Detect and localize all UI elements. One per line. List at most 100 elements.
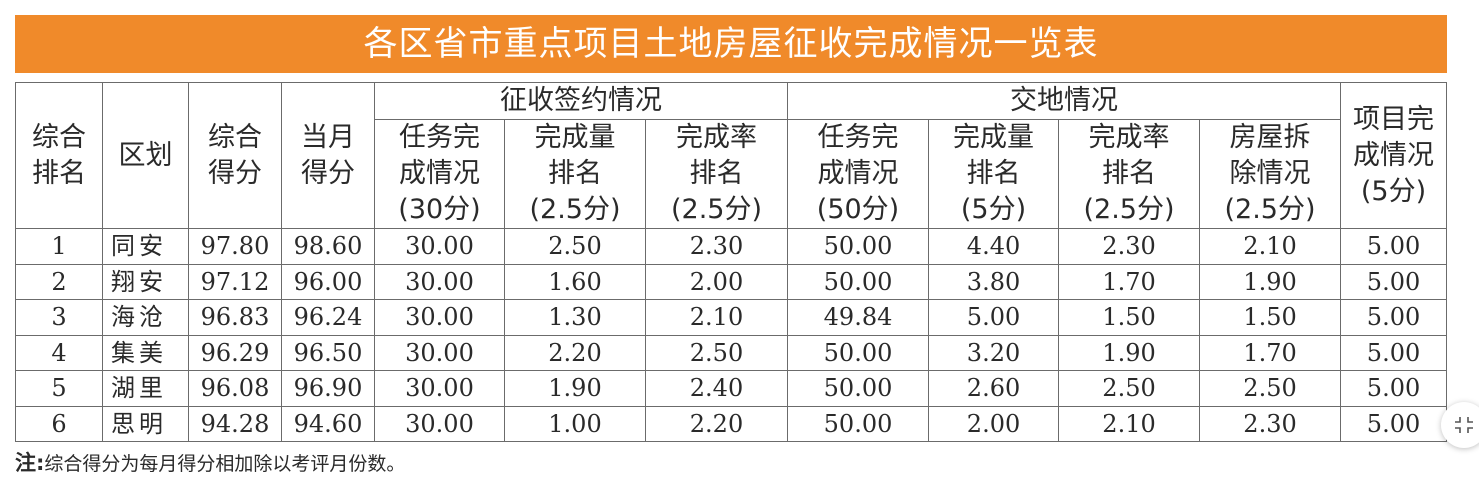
cell-project-done: 5.00 bbox=[1340, 263, 1448, 300]
cell-sign-task: 30.00 bbox=[374, 334, 505, 371]
cell-demolition: 2.50 bbox=[1199, 370, 1342, 407]
cell-total-score: 97.12 bbox=[188, 263, 282, 300]
footnote-text: 综合得分为每月得分相加除以考评月份数。 bbox=[44, 453, 406, 475]
header-land-rate-rank: 完成率 排名 (2.5分) bbox=[1058, 119, 1201, 229]
cell-month-score: 94.60 bbox=[281, 405, 375, 442]
cell-land-task: 50.00 bbox=[787, 263, 930, 300]
cell-sign-qty-rank: 2.50 bbox=[504, 228, 646, 265]
cell-land-qty-rank: 5.00 bbox=[928, 299, 1060, 336]
header-land-qty-rank: 完成量 排名 (5分) bbox=[928, 119, 1060, 229]
cell-sign-rate-rank: 2.00 bbox=[644, 263, 789, 300]
cell-land-task: 50.00 bbox=[787, 405, 930, 442]
cell-rank: 3 bbox=[15, 299, 103, 336]
cell-district: 翔安 bbox=[102, 263, 189, 300]
table-row: 1 同安 97.80 98.60 30.00 2.50 2.30 50.00 4.40 2.30 2… bbox=[15, 228, 1448, 265]
table-row: 6 思明 94.28 94.60 30.00 1.00 2.20 50.00 2.00 2.10 2… bbox=[15, 405, 1448, 442]
cell-month-score: 96.24 bbox=[281, 299, 375, 336]
header-group-land: 交地情况 bbox=[787, 82, 1342, 120]
cell-land-qty-rank: 2.00 bbox=[928, 405, 1060, 442]
cell-total-score: 96.08 bbox=[188, 370, 282, 407]
header-district: 区划 bbox=[102, 82, 189, 229]
cell-demolition: 1.50 bbox=[1199, 299, 1342, 336]
cell-rank: 1 bbox=[15, 228, 103, 265]
cell-land-task: 50.00 bbox=[787, 228, 930, 265]
header-month-score: 当月 得分 bbox=[281, 82, 375, 229]
cell-land-qty-rank: 3.80 bbox=[928, 263, 1060, 300]
cell-sign-task: 30.00 bbox=[374, 263, 505, 300]
cell-demolition: 2.30 bbox=[1199, 405, 1342, 442]
cell-sign-rate-rank: 2.10 bbox=[644, 299, 789, 336]
cell-land-rate-rank: 2.10 bbox=[1058, 405, 1201, 442]
cell-total-score: 96.83 bbox=[188, 299, 282, 336]
cell-project-done: 5.00 bbox=[1340, 299, 1448, 336]
footnote-prefix: 注: bbox=[15, 451, 45, 475]
table-title: 各区省市重点项目土地房屋征收完成情况一览表 bbox=[15, 15, 1447, 73]
cell-total-score: 97.80 bbox=[188, 228, 282, 265]
header-sign-qty-rank: 完成量 排名 (2.5分) bbox=[504, 119, 646, 229]
cell-sign-rate-rank: 2.50 bbox=[644, 334, 789, 371]
cell-demolition: 1.90 bbox=[1199, 263, 1342, 300]
cell-sign-qty-rank: 1.00 bbox=[504, 405, 646, 442]
cell-sign-qty-rank: 2.20 bbox=[504, 334, 646, 371]
cell-land-qty-rank: 3.20 bbox=[928, 334, 1060, 371]
cell-sign-rate-rank: 2.20 bbox=[644, 405, 789, 442]
cell-sign-qty-rank: 1.90 bbox=[504, 370, 646, 407]
cell-total-score: 96.29 bbox=[188, 334, 282, 371]
cell-sign-task: 30.00 bbox=[374, 370, 505, 407]
cell-month-score: 96.50 bbox=[281, 334, 375, 371]
cell-district: 海沧 bbox=[102, 299, 189, 336]
cell-sign-qty-rank: 1.30 bbox=[504, 299, 646, 336]
cell-project-done: 5.00 bbox=[1340, 228, 1448, 265]
cell-district: 思明 bbox=[102, 405, 189, 442]
table-row: 4 集美 96.29 96.50 30.00 2.20 2.50 50.00 3.20 1.90 1… bbox=[15, 334, 1448, 371]
cell-sign-rate-rank: 2.40 bbox=[644, 370, 789, 407]
header-land-task: 任务完 成情况 (50分) bbox=[787, 119, 930, 229]
cell-land-rate-rank: 1.50 bbox=[1058, 299, 1201, 336]
header-group-sign: 征收签约情况 bbox=[373, 82, 789, 120]
cell-land-task: 49.84 bbox=[787, 299, 930, 336]
cell-rank: 5 bbox=[15, 370, 103, 407]
cell-month-score: 98.60 bbox=[281, 228, 375, 265]
cell-project-done: 5.00 bbox=[1340, 370, 1448, 407]
cell-total-score: 94.28 bbox=[188, 405, 282, 442]
cell-demolition: 1.70 bbox=[1199, 334, 1342, 371]
cell-sign-rate-rank: 2.30 bbox=[644, 228, 789, 265]
cell-land-rate-rank: 1.70 bbox=[1058, 263, 1201, 300]
header-total-score: 综合 得分 bbox=[188, 82, 282, 229]
header-demolition: 房屋拆 除情况 (2.5分) bbox=[1199, 119, 1342, 229]
ranking-table: 综合 排名 区划 综合 得分 当月 得分 征收签约情况 交地情况 项目完 成情况 (5分)… bbox=[15, 82, 1448, 442]
cell-sign-task: 30.00 bbox=[374, 405, 505, 442]
header-rank: 综合 排名 bbox=[15, 82, 103, 229]
cell-month-score: 96.90 bbox=[281, 370, 375, 407]
cell-project-done: 5.00 bbox=[1340, 334, 1448, 371]
cell-land-rate-rank: 2.30 bbox=[1058, 228, 1201, 265]
header-sign-task: 任务完 成情况 (30分) bbox=[374, 119, 505, 229]
cell-project-done: 5.00 bbox=[1340, 405, 1448, 442]
cell-land-rate-rank: 1.90 bbox=[1058, 334, 1201, 371]
cell-land-qty-rank: 4.40 bbox=[928, 228, 1060, 265]
cell-district: 集美 bbox=[102, 334, 189, 371]
header-sign-rate-rank: 完成率 排名 (2.5分) bbox=[644, 119, 789, 229]
cell-land-rate-rank: 2.50 bbox=[1058, 370, 1201, 407]
cell-sign-qty-rank: 1.60 bbox=[504, 263, 646, 300]
cell-month-score: 96.00 bbox=[281, 263, 375, 300]
cell-land-task: 50.00 bbox=[787, 334, 930, 371]
cell-rank: 6 bbox=[15, 405, 103, 442]
table-row: 2 翔安 97.12 96.00 30.00 1.60 2.00 50.00 3.80 1.70 1… bbox=[15, 263, 1448, 300]
cell-demolition: 2.10 bbox=[1199, 228, 1342, 265]
collapse-button[interactable] bbox=[1441, 402, 1479, 448]
cell-land-task: 50.00 bbox=[787, 370, 930, 407]
header-group-row: 综合 排名 区划 综合 得分 当月 得分 征收签约情况 交地情况 项目完 成情况 (5分) bbox=[15, 82, 1448, 229]
cell-sign-task: 30.00 bbox=[374, 299, 505, 336]
header-sub-row: 任务完 成情况 (30分) 完成量 排名 (2.5分) 完成率 排名 (2.5分) 任务完成… bbox=[16, 119, 1447, 229]
cell-rank: 4 bbox=[15, 334, 103, 371]
table-row: 3 海沧 96.83 96.24 30.00 1.30 2.10 49.84 5.00 1.50 1… bbox=[15, 299, 1448, 336]
cell-district: 同安 bbox=[102, 228, 189, 265]
cell-land-qty-rank: 2.60 bbox=[928, 370, 1060, 407]
cell-sign-task: 30.00 bbox=[374, 228, 505, 265]
table-body: 1 同安 97.80 98.60 30.00 2.50 2.30 50.00 4.40 2.30 2… bbox=[15, 228, 1448, 442]
collapse-arrows-icon bbox=[1455, 417, 1473, 433]
cell-district: 湖里 bbox=[102, 370, 189, 407]
header-project-done: 项目完 成情况 (5分) bbox=[1340, 82, 1448, 229]
